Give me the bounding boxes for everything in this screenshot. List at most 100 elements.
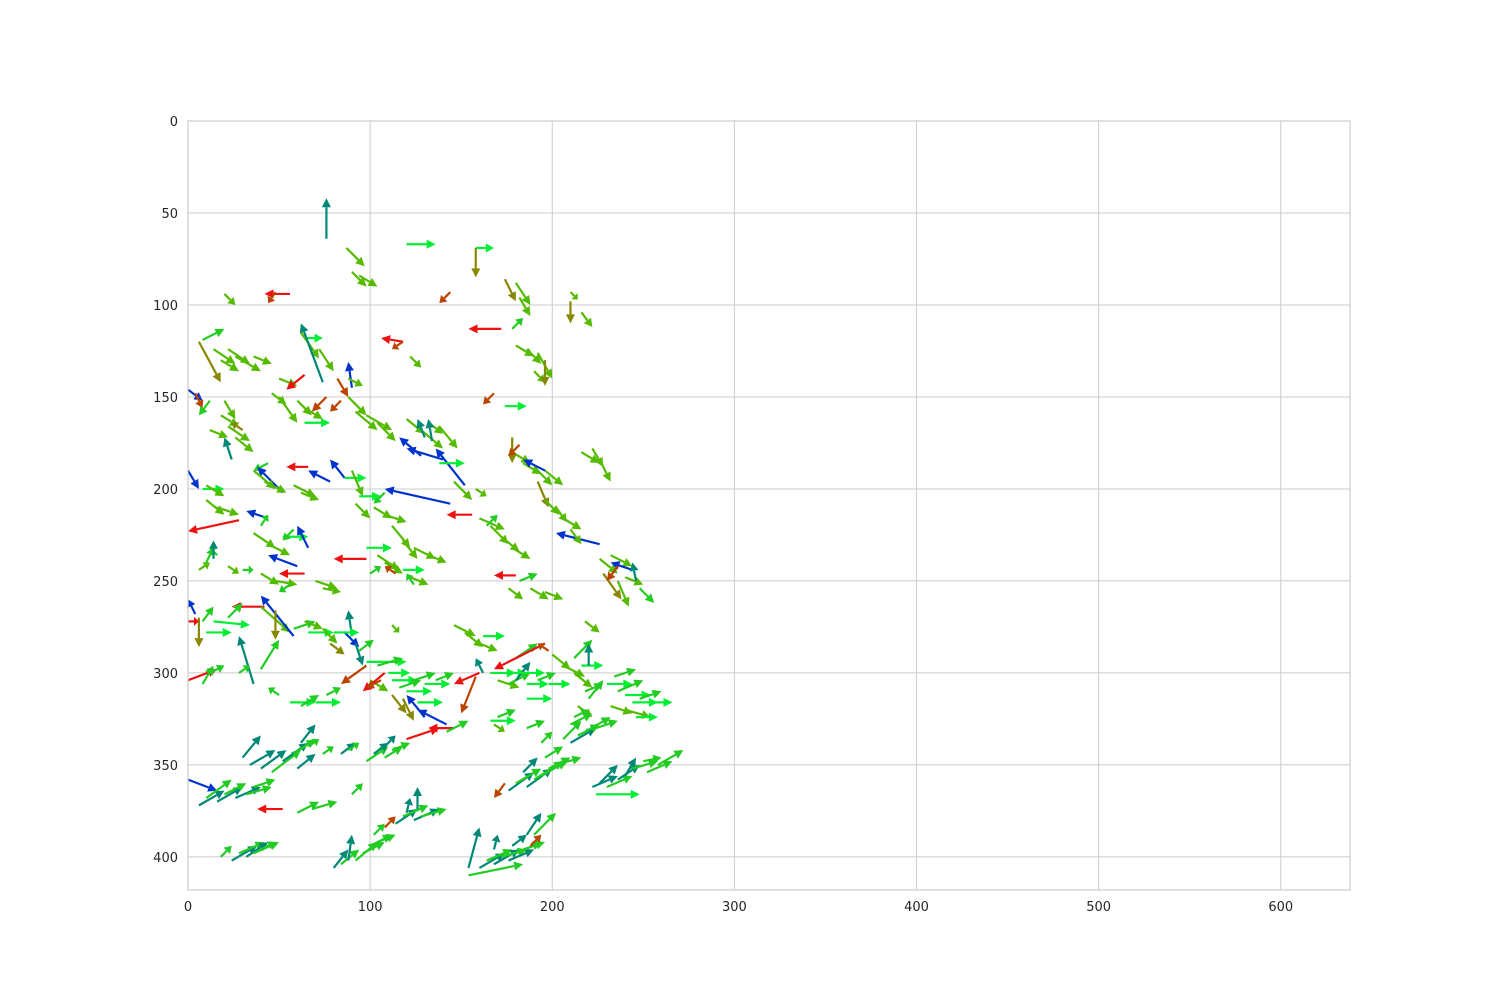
quiver-arrow xyxy=(486,848,513,862)
arrow-shaft xyxy=(613,671,628,678)
arrow-shaft xyxy=(196,519,240,531)
quiver-arrow xyxy=(548,679,571,689)
arrow-head xyxy=(580,709,589,718)
quiver-arrow xyxy=(406,686,433,696)
arrow-head xyxy=(330,459,340,470)
arrow-shaft xyxy=(511,838,521,847)
arrow-shaft xyxy=(391,525,406,542)
quiver-arrow xyxy=(213,619,250,629)
quiver-arrow xyxy=(573,672,593,688)
quiver-arrow xyxy=(384,513,407,524)
arrow-shaft xyxy=(383,820,392,829)
arrow-shaft xyxy=(511,322,519,330)
quiver-arrow xyxy=(268,554,298,568)
arrow-shaft xyxy=(340,746,350,755)
arrow-shaft xyxy=(198,794,218,807)
arrow-head xyxy=(331,585,341,595)
quiver-arrow xyxy=(624,576,644,586)
quiver-arrow xyxy=(500,535,520,552)
arrow-shaft xyxy=(300,533,310,549)
quiver-arrow xyxy=(227,565,239,574)
arrow-shaft xyxy=(526,723,538,730)
arrow-head xyxy=(393,656,403,666)
quiver-arrow xyxy=(330,459,346,479)
arrow-head xyxy=(299,323,309,334)
arrow-head xyxy=(584,643,594,653)
quiver-arrow xyxy=(402,565,425,575)
y-tick-label: 300 xyxy=(153,667,178,682)
quiver-arrow xyxy=(366,679,382,689)
quiver-arrow xyxy=(308,470,331,483)
arrow-shaft xyxy=(238,667,246,674)
arrow-head xyxy=(340,675,351,684)
y-tick-label: 400 xyxy=(153,851,178,866)
arrow-shaft xyxy=(334,465,346,479)
quiver-arrow xyxy=(490,716,516,726)
arrow-shaft xyxy=(413,674,428,682)
quiver-arrow xyxy=(362,842,385,855)
y-tick-label: 100 xyxy=(153,299,178,314)
quiver-arrow xyxy=(646,697,673,707)
arrow-head xyxy=(553,591,564,601)
arrow-head xyxy=(276,750,287,760)
quiver-arrow xyxy=(271,750,301,774)
arrow-head xyxy=(489,514,498,523)
arrow-head xyxy=(198,406,208,416)
arrow-head xyxy=(433,425,443,434)
arrow-head xyxy=(396,514,407,524)
arrow-shaft xyxy=(347,843,352,861)
arrow-shaft xyxy=(493,723,501,730)
quiver-arrow xyxy=(209,429,229,439)
arrow-shaft xyxy=(639,693,654,700)
arrow-head xyxy=(351,742,360,750)
quiver-arrow xyxy=(523,459,546,472)
quiver-arrow xyxy=(197,341,221,383)
quiver-arrow xyxy=(333,627,360,637)
arrow-shaft xyxy=(508,852,527,862)
arrow-head xyxy=(521,305,531,317)
arrow-head xyxy=(266,841,276,850)
grid-lines xyxy=(187,120,1350,890)
arrow-shaft xyxy=(438,425,453,443)
quiver-arrow xyxy=(584,643,594,666)
quiver-arrow xyxy=(606,565,619,581)
arrow-head xyxy=(663,697,673,707)
arrow-head xyxy=(194,616,199,626)
quiver-arrow xyxy=(413,671,436,682)
quiver-arrow xyxy=(526,719,545,730)
quiver-arrow xyxy=(522,757,538,774)
arrow-shaft xyxy=(467,835,479,869)
arrow-shaft xyxy=(522,763,533,774)
quiver-arrow xyxy=(384,565,397,575)
quiver-arrow xyxy=(409,576,429,586)
quiver-arrow xyxy=(340,849,360,866)
arrow-shaft xyxy=(227,608,238,619)
quiver-arrow xyxy=(318,348,334,372)
arrow-shaft xyxy=(529,587,542,596)
arrow-head xyxy=(508,447,517,456)
arrow-shaft xyxy=(300,730,311,744)
arrow-head xyxy=(607,719,618,728)
arrow-shaft xyxy=(610,704,625,712)
quiver-arrow xyxy=(404,798,413,813)
quiver-arrow xyxy=(267,291,277,304)
arrow-shaft xyxy=(278,396,293,416)
arrow-shaft xyxy=(205,553,212,564)
arrow-head xyxy=(279,584,287,593)
arrow-head xyxy=(652,754,662,764)
quiver-arrow xyxy=(435,448,466,486)
quiver-arrow xyxy=(417,697,443,707)
arrow-shaft xyxy=(260,844,270,851)
quiver-arrow xyxy=(329,642,345,655)
quiver-arrow xyxy=(522,840,545,851)
quiver-arrow xyxy=(446,510,473,520)
arrow-head xyxy=(367,420,378,431)
arrow-shaft xyxy=(249,753,269,766)
arrow-shaft xyxy=(564,534,600,546)
arrow-shaft xyxy=(519,575,530,582)
quiver-arrow xyxy=(643,754,662,764)
quiver-arrow xyxy=(268,687,280,696)
arrow-head xyxy=(491,834,501,843)
arrow-shaft xyxy=(584,620,594,629)
quiver-arrow xyxy=(511,546,531,559)
